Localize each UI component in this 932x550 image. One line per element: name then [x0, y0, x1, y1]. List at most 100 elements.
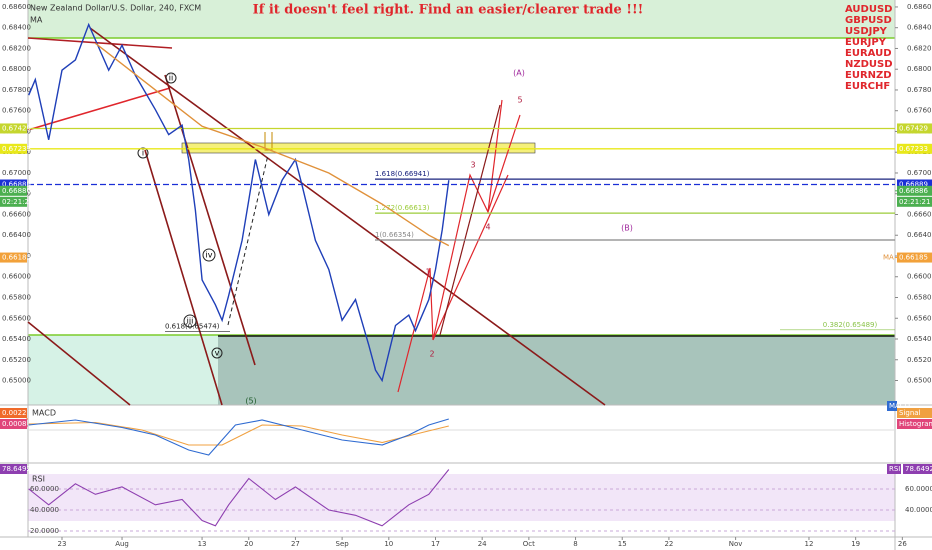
pair: GBPUSD [845, 15, 892, 26]
pair: AUDUSD [845, 4, 892, 15]
level-label: 0.66889 [2, 180, 31, 188]
y-tick-label: 0.68400 [907, 24, 932, 32]
drawings [27, 27, 606, 406]
y-tick-label: 0.65400 [907, 335, 932, 343]
pair: NZDUSD [845, 59, 893, 70]
y-tick-label: 0.67600 [907, 107, 932, 115]
y-tick-label: 0.68000 [2, 65, 31, 73]
y-tick-label: 40.0000 [30, 506, 59, 514]
level-label-box [897, 123, 932, 134]
y-tick-label: 0.66600 [2, 210, 31, 218]
legend: RSI [889, 465, 900, 473]
x-tick-label: 13 [198, 540, 207, 548]
level-label-box [897, 185, 932, 196]
wave-label: 4 [485, 223, 490, 232]
y-tick-label: 0.65000 [907, 377, 932, 385]
level-label: 0.67429 [899, 124, 928, 132]
y-tick-label: 0.65200 [2, 356, 31, 364]
legend-box [887, 464, 901, 474]
x-tick-label: Sep [336, 540, 350, 548]
wave-label: (A) [513, 69, 525, 78]
x-tick-label: 20 [244, 540, 253, 548]
level-label-box [897, 179, 932, 190]
rsi-band [28, 474, 895, 521]
y-tick-label: 0.68400 [2, 24, 31, 32]
y-tick-label: 0.68600 [907, 3, 932, 11]
last-label-box [0, 464, 27, 474]
y-tick-label: 0.65400 [2, 335, 31, 343]
zone [181, 142, 536, 154]
x-tick-label: 22 [664, 540, 673, 548]
legend: MACD [889, 402, 910, 410]
pair: EURNZD [845, 70, 892, 81]
wave-label: 2 [429, 350, 434, 359]
pair: EURCHF [845, 81, 890, 92]
x-tick-label: 10 [384, 540, 393, 548]
y-tick-label: 0.67000 [907, 169, 932, 177]
x-tick-label: 8 [573, 540, 577, 548]
y-tick-label: 0.65600 [2, 314, 31, 322]
waves: (A) 5 3 4 (B) 1 2 (5) i ii iii iv v [137, 69, 633, 406]
wave-label: 3 [470, 161, 475, 170]
wave-label: 5 [517, 96, 522, 105]
level-label: 0.66185 [899, 254, 928, 262]
y-tick-label: 0.67600 [2, 107, 31, 115]
y-tick-label: 0.65800 [907, 293, 932, 301]
marker-label: 0.0022 [2, 409, 27, 417]
x-tick-label: 24 [478, 540, 487, 548]
y-tick-label: 0.65200 [907, 356, 932, 364]
level-label: 0.67233 [2, 145, 31, 153]
wave-label: iv [206, 251, 213, 260]
level-label-box [897, 143, 932, 154]
y-tick-label: 0.65000 [2, 377, 31, 385]
wave-label: (B) [621, 224, 633, 233]
y-tick-label: 0.65600 [907, 314, 932, 322]
pair: USDJPY [845, 26, 888, 37]
x-tick-label: 15 [618, 540, 627, 548]
legend: Signal [899, 409, 921, 417]
wave-label: 1 [425, 268, 430, 277]
level-label: 0.66185 [2, 254, 31, 262]
level-label: 0.67429 [2, 124, 31, 132]
x-tick-label: 12 [805, 540, 814, 548]
series-line [94, 42, 450, 247]
wave-label: i [142, 149, 144, 158]
y-tick-label: 0.66400 [907, 231, 932, 239]
x-tick-label: 27 [291, 540, 300, 548]
level-label: 0.67233 [899, 145, 928, 153]
y-tick-label: 0.67800 [907, 86, 932, 94]
series-line [28, 469, 450, 527]
legend-box [887, 401, 897, 411]
level-label: 0.66889 [899, 180, 928, 188]
pair: EURJPY [845, 37, 887, 48]
y-tick-label: 0.68600 [2, 3, 31, 11]
note: If it doesn't feel right. Find an easier… [253, 3, 644, 18]
marker-label-box [0, 408, 27, 418]
marker-label: 0.0008 [2, 420, 27, 428]
y-tick-label: 20.0000 [30, 527, 59, 535]
x-tick-label: 23 [58, 540, 67, 548]
y-tick-label: 0.66000 [2, 273, 31, 281]
fib-label: 1.272(0.66613) [375, 204, 430, 212]
level-label-box [0, 252, 27, 263]
x-tick-label: Oct [523, 540, 535, 548]
y-tick-label: 0.65800 [2, 293, 31, 301]
y-tick-label: 60.0000 [905, 485, 932, 493]
last-label: 78.6492 [2, 465, 31, 473]
y-tick-label: 0.66600 [907, 210, 932, 218]
pair: EURAUD [845, 48, 892, 59]
fib-label: 0.618(0.65474) [165, 322, 220, 330]
ma-label: MA [883, 254, 894, 262]
countdown-box [0, 196, 27, 207]
x-tick-label: Aug [115, 540, 129, 548]
y-tick-label: 60.0000 [30, 485, 59, 493]
level-label-box [0, 179, 27, 190]
last-label: 78.6492 [905, 465, 932, 473]
y-tick-label: 0.68200 [907, 44, 932, 52]
y-tick-label: 40.0000 [905, 506, 932, 514]
countdown: 02:21:21 [899, 198, 930, 206]
wave-label: v [215, 349, 220, 358]
level-label-box [897, 252, 932, 263]
level-label: 0.66886 [899, 187, 928, 195]
